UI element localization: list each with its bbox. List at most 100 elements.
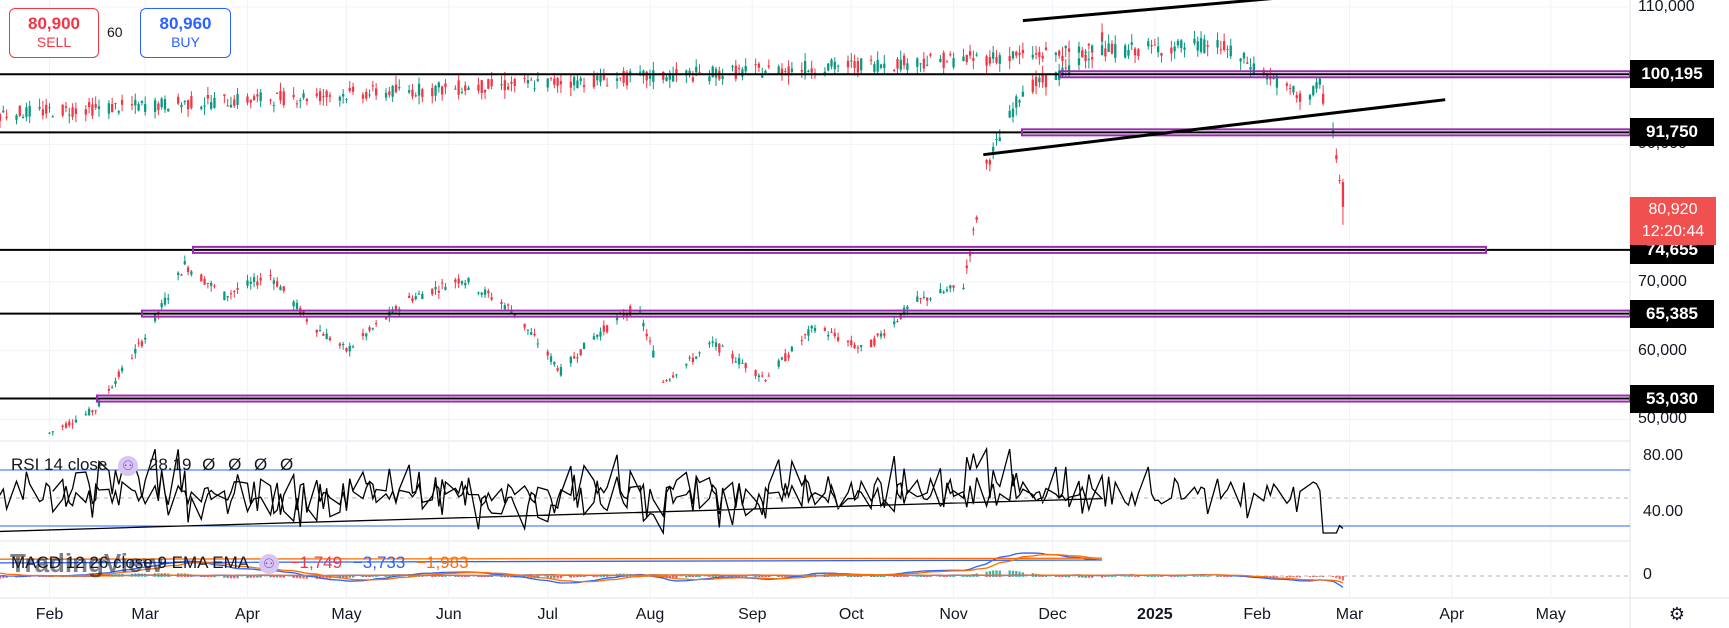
candle-body [718,343,721,353]
macd-histogram-bar [1124,575,1127,577]
macd-histogram-bar [998,570,1001,576]
macd-histogram-bar [1015,571,1018,576]
gear-icon[interactable]: ⚙ [1668,604,1686,624]
time-axis-label: Apr [235,606,260,623]
macd-histogram-bar [803,575,807,577]
time-axis-label: Jul [537,606,558,623]
candle-body [25,107,28,117]
candle-body [68,114,71,116]
candle-body [269,99,272,101]
candle-body [780,68,784,76]
candle-body [163,99,167,110]
candle-body [596,75,599,81]
candle-body [873,338,876,346]
candle-body [902,55,906,66]
macd-histogram-bar [1041,576,1044,577]
candle-body [668,379,671,381]
candle-body [648,340,652,342]
candle-body [879,64,883,68]
candle-body [490,79,493,87]
candle-body [741,362,744,364]
macd-histogram-bar [1321,576,1325,577]
candle-body [487,79,490,89]
rsi-legend[interactable]: RSI 14 close ⚇ 28.19 Ø Ø Ø Ø [11,455,297,476]
candle-body [850,60,853,62]
macd-histogram-bar [572,576,576,577]
sell-button[interactable]: 80,900 SELL [9,8,99,58]
candle-body [675,374,678,376]
macd-histogram-bar [190,576,193,577]
candle-body [572,76,576,86]
macd-histogram-bar [1338,576,1341,580]
macd-histogram-bar [767,576,770,577]
rsi-settings-icon[interactable]: ⚇ [118,455,139,476]
candle-body [226,105,229,107]
macd-histogram-bar [846,575,850,577]
candle-body [919,63,922,65]
macd-histogram-bar [1011,575,1015,577]
macd-legend[interactable]: MACD 12 26 close 9 EMA EMA ⚇ −1,749 −3,7… [11,553,469,574]
rsi-axis-label: 40.00 [1643,503,1684,520]
candle-body [737,67,741,69]
candle-body [767,65,770,67]
candle-body [120,99,124,105]
candle-body [1091,45,1094,53]
macd-settings-icon[interactable]: ⚇ [258,553,279,574]
candle-body [582,342,586,350]
candle-body [190,271,193,275]
candle-body [153,314,157,322]
macd-histogram-bar [883,575,886,577]
macd-histogram-bar [388,575,391,577]
macd-histogram-bar [279,576,282,577]
candle-body [615,317,619,321]
time-axis-label: Dec [1038,606,1067,623]
candle-body [698,71,701,73]
candle-body [233,99,236,106]
candle-body [411,298,414,302]
candle-body [846,60,850,68]
macd-histogram-bar [615,576,619,577]
macd-histogram-bar [137,575,140,577]
candle-body [549,77,553,79]
candle-body [1216,40,1219,48]
candle-body [1312,86,1315,96]
macd-histogram-bar [1064,575,1067,577]
candle-body [622,70,625,83]
macd-histogram-bar [259,576,262,578]
candle-body [559,81,563,85]
macd-histogram-bar [1034,575,1038,577]
candle-body [1107,43,1110,52]
macd-histogram-bar [1091,576,1094,577]
candle-body [213,285,216,287]
candle-body [813,328,817,332]
candle-body [233,290,236,293]
candle-body [246,280,249,286]
macd-histogram-bar [1203,575,1206,577]
candle-body [490,297,493,300]
order-quantity[interactable]: 60 [107,24,123,40]
candle-body [186,100,190,110]
candle-body [1064,67,1067,69]
macd-histogram-bar [1054,575,1058,577]
candle-body [487,290,490,294]
macd-histogram-bar [276,575,279,577]
macd-histogram-bar [929,575,932,577]
candle-body [483,89,487,93]
candle-body [579,349,582,356]
candle-body [200,106,203,109]
current-price-badge: 80,920 12:20:44 [1630,197,1716,245]
macd-histogram-bar [140,575,144,577]
candle-body [850,340,853,346]
macd-histogram-bar [153,575,157,577]
candle-body [183,101,186,103]
price-axis-label: 50,000 [1638,410,1687,428]
candle-body [252,96,256,101]
macd-histogram-bar [440,576,444,577]
candle-body [464,283,467,286]
macd-histogram-bar [836,575,840,577]
candle-body [71,423,74,425]
candle-body [1091,57,1094,60]
buy-button[interactable]: 80,960 BUY [140,8,231,58]
